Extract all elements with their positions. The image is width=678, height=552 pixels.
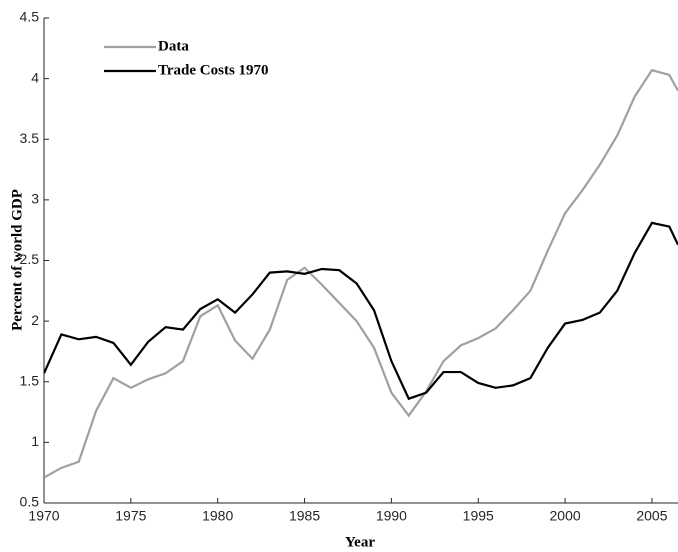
x-tick-label: 1990: [376, 508, 407, 524]
x-tick-label: 2005: [636, 508, 667, 524]
y-tick-label: 3: [31, 191, 39, 207]
y-tick-label: 2.5: [20, 251, 40, 267]
y-tick-label: 2: [31, 312, 39, 328]
data-line: [44, 68, 678, 479]
x-tick-label: 1985: [289, 508, 320, 524]
y-tick-label: 1.5: [20, 372, 40, 388]
legend-label: Data: [158, 38, 189, 54]
x-tick-label: 1980: [202, 508, 233, 524]
y-tick-label: 0.5: [20, 494, 40, 510]
plot-area: [44, 68, 678, 479]
x-tick-label: 1975: [115, 508, 146, 524]
y-tick-label: 4: [31, 69, 39, 85]
y-tick-label: 1: [31, 433, 39, 449]
legend-label: Trade Costs 1970: [158, 62, 269, 78]
y-axis-label: Percent of world GDP: [9, 189, 25, 331]
data-line: [44, 221, 678, 401]
x-tick-label: 1995: [463, 508, 494, 524]
x-tick-label: 2000: [550, 508, 581, 524]
x-axis-label: Year: [345, 534, 375, 550]
y-tick-label: 4.5: [20, 9, 40, 25]
y-tick-label: 3.5: [20, 130, 40, 146]
x-tick-label: 1970: [28, 508, 59, 524]
